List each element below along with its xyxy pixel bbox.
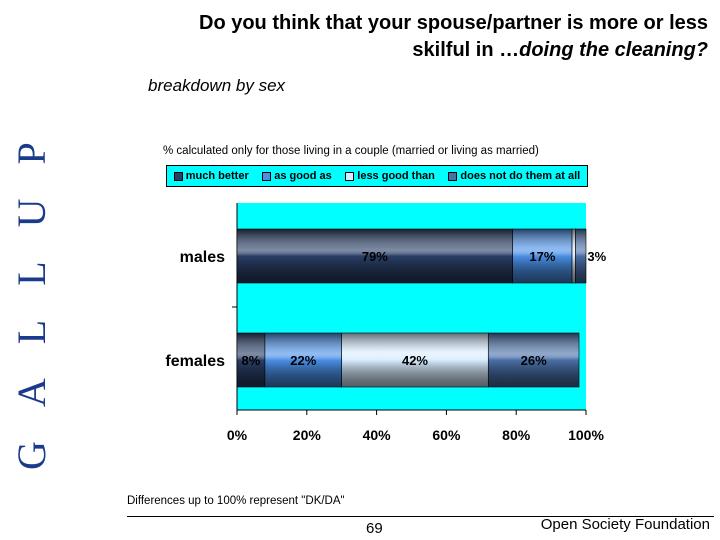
x-tick-label-3: 60% (432, 427, 461, 443)
data-label-males-1: 17% (529, 249, 555, 264)
gallup-logo: GALLUP (0, 0, 60, 475)
page-number: 69 (366, 520, 383, 537)
gallup-logo-text: GALLUP (9, 108, 54, 470)
title-line-2-prefix: skilful in … (412, 39, 520, 61)
x-tick-label-1: 20% (293, 427, 322, 443)
bar-shade-males-3 (575, 228, 587, 284)
legend-label-1: as good as (274, 170, 332, 182)
legend-entry-2: less good than (345, 170, 435, 182)
calculation-note: % calculated only for those living in a … (163, 145, 539, 157)
x-tick-label-2: 40% (363, 427, 392, 443)
bar-shade-females-0 (236, 332, 266, 388)
legend-swatch-3 (448, 171, 458, 181)
x-tick-label-0: 0% (227, 427, 248, 443)
legend-swatch-0 (173, 171, 183, 181)
bar-shade-males-1 (512, 228, 573, 284)
subtitle: breakdown by sex (148, 76, 286, 95)
data-label-females-1: 22% (290, 353, 316, 368)
data-label-females-3: 26% (521, 353, 547, 368)
data-label-females-2: 42% (402, 353, 428, 368)
category-label-males: males (180, 249, 225, 266)
bar-shade-females-2 (341, 332, 489, 388)
title-line-1: Do you think that your spouse/partner is… (199, 12, 708, 34)
bar-shade-males-2 (571, 228, 576, 284)
bar-shade-males-0 (236, 228, 514, 284)
legend-label-2: less good than (357, 170, 435, 182)
category-label-females: females (165, 353, 225, 370)
legend-entry-1: as good as (262, 170, 332, 182)
bar-shade-females-1 (264, 332, 343, 388)
legend-swatch-2 (345, 171, 355, 181)
x-tick-label-4: 80% (502, 427, 531, 443)
data-label-males-3: 3% (587, 249, 606, 264)
bar-shade-females-3 (487, 332, 580, 388)
legend-label-0: much better (185, 170, 249, 182)
footer-rule (127, 516, 714, 517)
legend-swatch-1 (262, 171, 272, 181)
data-label-females-0: 8% (242, 353, 261, 368)
organization-name: Open Society Foundation (540, 516, 710, 533)
data-label-males-0: 79% (362, 249, 388, 264)
title-line-2-emphasis: doing the cleaning? (519, 39, 708, 61)
page-title: Do you think that your spouse/partner is… (128, 10, 708, 64)
chart-legend: much better as good as less good than does … (166, 165, 588, 187)
legend-label-3: does not do them at all (460, 170, 581, 182)
x-tick-label-5: 100% (568, 427, 604, 443)
legend-entry-3: does not do them at all (448, 170, 580, 182)
legend-entry-0: much better (173, 170, 249, 182)
dk-da-footnote: Differences up to 100% represent "DK/DA" (127, 495, 345, 507)
title-line-2: skilful in …doing the cleaning? (128, 37, 708, 64)
